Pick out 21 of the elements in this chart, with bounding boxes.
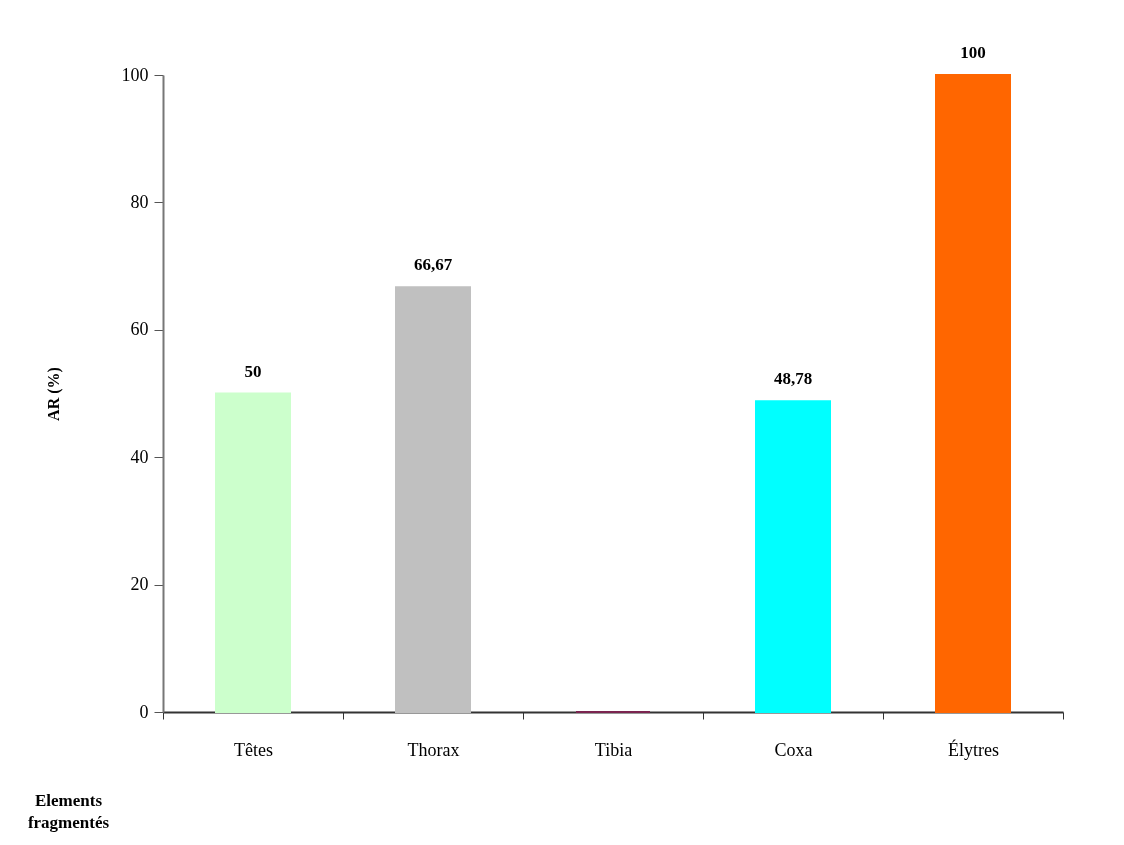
- bar: [755, 400, 831, 713]
- x-tick-label: Coxa: [774, 739, 813, 760]
- data-label: 100: [960, 43, 986, 62]
- y-axis-title: AR (%): [44, 367, 63, 421]
- x-tick-label: Têtes: [234, 739, 273, 760]
- y-tick-label: 80: [130, 191, 149, 212]
- data-label: 50: [244, 361, 262, 381]
- bar: [215, 392, 291, 713]
- x-tick-label: Thorax: [407, 739, 460, 760]
- bar: [395, 286, 471, 713]
- y-tick-label: 60: [130, 319, 149, 340]
- bar: [935, 74, 1011, 713]
- y-tick-label: 100: [121, 64, 149, 85]
- y-tick-label: 0: [139, 701, 149, 722]
- x-tick-label: Élytres: [948, 738, 999, 760]
- y-tick-label: 40: [130, 446, 149, 467]
- data-label: 48,78: [773, 369, 813, 389]
- x-axis-title: Elements fragmentés: [27, 790, 110, 832]
- data-label: 66,67: [413, 255, 453, 275]
- y-tick-label: 20: [130, 574, 149, 595]
- x-tick-label: Tibia: [594, 739, 633, 760]
